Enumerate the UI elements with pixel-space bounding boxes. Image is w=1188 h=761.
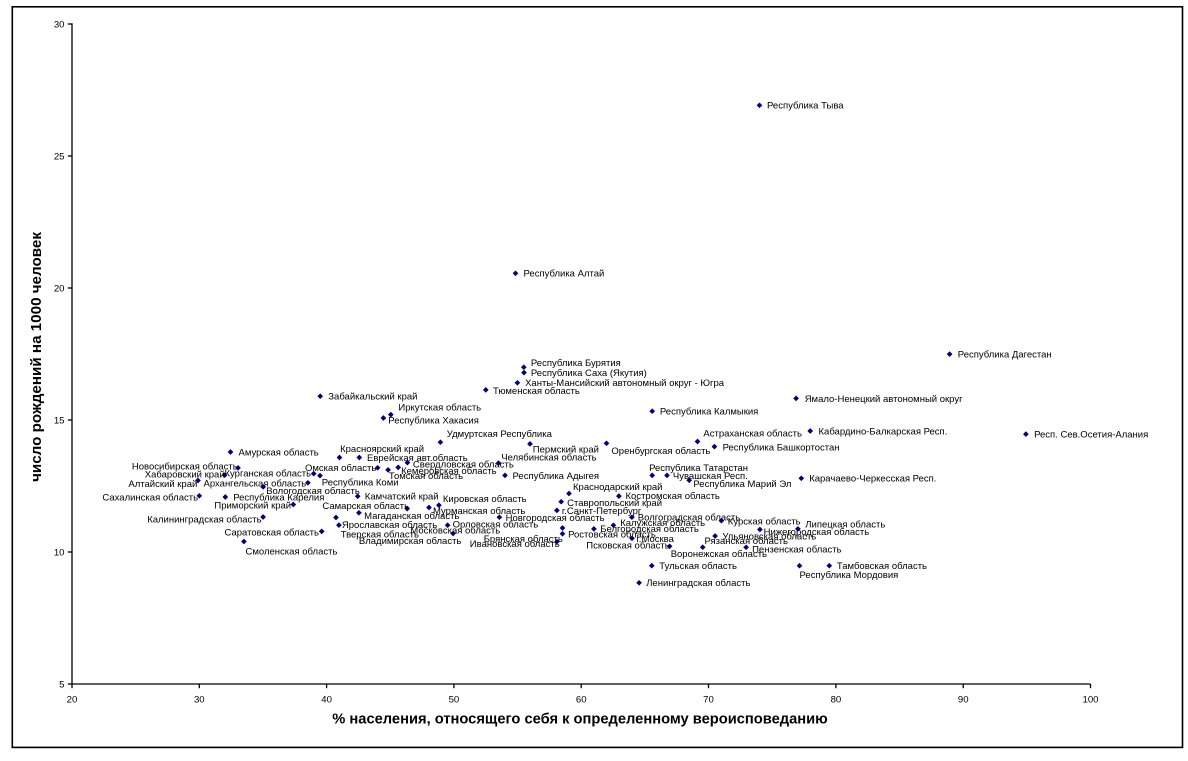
- svg-text:Волгоградская область: Волгоградская область: [638, 513, 740, 524]
- svg-text:Республика Адыгея: Республика Адыгея: [513, 471, 600, 482]
- svg-text:30: 30: [194, 695, 205, 706]
- svg-text:Костромская область: Костромская область: [626, 491, 720, 502]
- svg-text:Ставропольский край: Ставропольский край: [567, 498, 662, 509]
- svg-text:число рождений на 1000 человек: число рождений на 1000 человек: [28, 232, 45, 482]
- svg-text:Липецкая область: Липецкая область: [805, 519, 885, 530]
- svg-text:Алтайский край: Алтайский край: [128, 479, 197, 490]
- svg-text:Республика Саха (Якутия): Республика Саха (Якутия): [531, 368, 647, 379]
- svg-text:Московская область: Московская область: [410, 526, 500, 537]
- svg-text:Новгородская область: Новгородская область: [506, 513, 605, 524]
- svg-text:30: 30: [54, 19, 65, 30]
- svg-text:Республика Башкортостан: Республика Башкортостан: [723, 442, 840, 453]
- svg-text:Еврейская авт.область: Еврейская авт.область: [367, 453, 468, 464]
- svg-text:Томская область: Томская область: [389, 471, 463, 482]
- svg-text:Оренбургская область: Оренбургская область: [611, 446, 710, 457]
- svg-text:Республика Дагестан: Республика Дагестан: [958, 350, 1052, 361]
- svg-text:Ханты-Мансийский автономный ок: Ханты-Мансийский автономный округ - Югра: [525, 378, 725, 389]
- svg-text:Красноярский край: Красноярский край: [340, 444, 424, 455]
- svg-text:Ивановская область: Ивановская область: [470, 539, 560, 550]
- svg-text:Архангельская область: Архангельская область: [204, 478, 307, 489]
- svg-text:Орловская область: Орловская область: [453, 520, 539, 531]
- svg-text:Республика Карелия: Республика Карелия: [233, 492, 324, 503]
- svg-text:Краснодарский край: Краснодарский край: [573, 482, 662, 493]
- svg-text:Сахалинская область: Сахалинская область: [102, 493, 198, 504]
- svg-text:Ленинградская область: Ленинградская область: [646, 578, 750, 589]
- svg-text:Калужская область: Калужская область: [620, 518, 705, 529]
- svg-text:Магаданская область: Магаданская область: [364, 511, 459, 522]
- svg-text:Кабардино-Балкарская Респ.: Кабардино-Балкарская Респ.: [819, 426, 948, 437]
- svg-text:Курская область: Курская область: [728, 517, 801, 528]
- svg-text:Республика Калмыкия: Республика Калмыкия: [660, 407, 758, 418]
- svg-text:90: 90: [958, 695, 969, 706]
- svg-text:Челябинская область: Челябинская область: [501, 453, 596, 464]
- svg-text:Тульская область: Тульская область: [659, 561, 737, 572]
- svg-text:г.Москва: г.Москва: [637, 534, 675, 545]
- svg-text:Карачаево-Черкесская Респ.: Карачаево-Черкесская Респ.: [809, 474, 936, 485]
- svg-text:20: 20: [54, 283, 65, 294]
- svg-text:Ульяновская область: Ульяновская область: [722, 532, 816, 543]
- svg-text:Иркутская область: Иркутская область: [398, 403, 481, 414]
- svg-text:Чувашская Респ.: Чувашская Респ.: [673, 471, 748, 482]
- svg-text:Тамбовская область: Тамбовская область: [837, 561, 927, 572]
- svg-text:20: 20: [67, 695, 78, 706]
- svg-text:Хабаровский край: Хабаровский край: [145, 469, 225, 480]
- svg-text:% населения, относящего себя к: % населения, относящего себя к определен…: [332, 712, 827, 728]
- svg-text:Тверская область: Тверская область: [341, 529, 419, 540]
- svg-text:Республика Тыва: Республика Тыва: [767, 101, 844, 112]
- svg-text:Камчатский край: Камчатский край: [365, 492, 439, 503]
- svg-text:Удмуртская Республика: Удмуртская Республика: [447, 429, 553, 440]
- svg-text:Приморский край: Приморский край: [214, 500, 291, 511]
- svg-text:80: 80: [831, 695, 842, 706]
- svg-text:Амурская область: Амурская область: [239, 447, 319, 458]
- svg-text:Тюменская область: Тюменская область: [493, 386, 580, 397]
- svg-text:Республика Хакасия: Республика Хакасия: [388, 416, 479, 427]
- svg-text:Калининградская область: Калининградская область: [147, 514, 261, 525]
- svg-text:15: 15: [54, 415, 65, 426]
- svg-text:Республика Бурятия: Республика Бурятия: [531, 358, 621, 369]
- svg-text:Рязанская область: Рязанская область: [705, 536, 788, 547]
- svg-text:Мурманская область: Мурманская область: [433, 506, 525, 517]
- svg-text:Курганская область: Курганская область: [225, 469, 312, 480]
- svg-text:Свердловская область: Свердловская область: [413, 459, 514, 470]
- svg-text:Ямало-Ненецкий автономный окру: Ямало-Ненецкий автономный округ: [805, 394, 963, 405]
- svg-text:25: 25: [54, 151, 65, 162]
- svg-text:50: 50: [449, 695, 460, 706]
- svg-text:Белгородская область: Белгородская область: [600, 524, 699, 535]
- svg-text:г.Санкт-Петербург: г.Санкт-Петербург: [562, 506, 642, 517]
- svg-text:Пензенская область: Пензенская область: [752, 544, 842, 555]
- svg-text:Кемеровская область: Кемеровская область: [401, 466, 497, 477]
- svg-text:5: 5: [59, 679, 64, 690]
- svg-text:Республика Мордовия: Республика Мордовия: [800, 570, 899, 581]
- svg-text:Самарская область: Самарская область: [322, 501, 409, 512]
- svg-text:Республика Марий Эл: Республика Марий Эл: [693, 479, 791, 490]
- svg-text:Новосибирская область: Новосибирская область: [132, 462, 238, 473]
- svg-text:Псковская область: Псковская область: [586, 541, 669, 552]
- svg-text:100: 100: [1082, 695, 1098, 706]
- svg-text:Брянская область: Брянская область: [484, 534, 563, 545]
- svg-text:Пермский край: Пермский край: [533, 444, 599, 455]
- svg-text:Забайкальский край: Забайкальский край: [328, 392, 417, 403]
- svg-text:Владимирская область: Владимирская область: [359, 536, 462, 547]
- svg-text:Республика Алтай: Республика Алтай: [524, 269, 605, 280]
- svg-text:40: 40: [321, 695, 332, 706]
- svg-text:Республика Татарстан: Республика Татарстан: [649, 463, 748, 474]
- svg-text:Нижегородская область: Нижегородская область: [764, 527, 870, 538]
- svg-text:Астраханская область: Астраханская область: [703, 429, 802, 440]
- svg-text:10: 10: [54, 547, 65, 558]
- svg-text:Воронежская область: Воронежская область: [671, 549, 767, 560]
- svg-text:Смоленская область: Смоленская область: [246, 547, 338, 558]
- svg-text:Омская область: Омская область: [305, 463, 376, 474]
- svg-text:60: 60: [576, 695, 587, 706]
- svg-text:Республика Коми: Республика Коми: [322, 478, 399, 489]
- svg-text:Ростовская область: Ростовская область: [568, 530, 656, 541]
- svg-text:Вологодская область: Вологодская область: [266, 486, 360, 497]
- svg-text:Ярославская область: Ярославская область: [342, 520, 437, 531]
- svg-text:Респ. Сев.Осетия-Алания: Респ. Сев.Осетия-Алания: [1034, 430, 1148, 441]
- svg-text:70: 70: [703, 695, 714, 706]
- svg-text:Саратовская область: Саратовская область: [225, 528, 319, 539]
- svg-text:Кировская область: Кировская область: [443, 494, 527, 505]
